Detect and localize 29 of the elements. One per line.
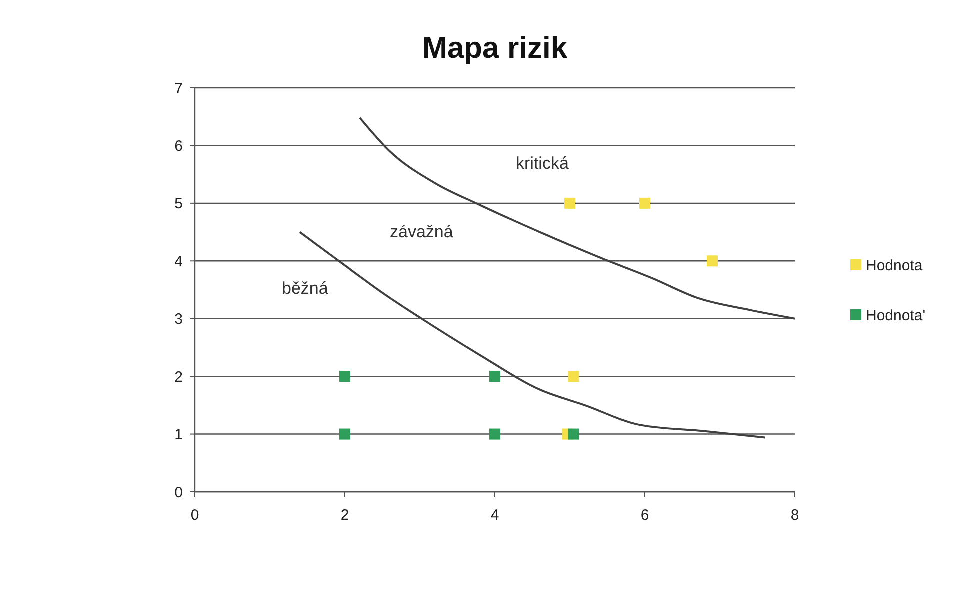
- y-tick-label: 7: [174, 80, 183, 98]
- point: [640, 198, 650, 209]
- x-tick-label: 8: [790, 507, 800, 524]
- legend-label: Hodnota: [866, 257, 924, 274]
- y-tick-label: 5: [174, 196, 183, 213]
- x-tick-label: 4: [490, 507, 500, 524]
- point: [490, 371, 500, 382]
- y-tick-label: 1: [174, 426, 183, 444]
- chart-title: Mapa rizik: [422, 32, 568, 65]
- y-tick-label: 0: [174, 484, 183, 502]
- annotation: kritická: [516, 154, 570, 173]
- point: [490, 428, 500, 440]
- y-tick-label: 3: [174, 311, 183, 328]
- point: [707, 256, 718, 267]
- x-tick-label: 0: [190, 507, 200, 524]
- legend-label: Hodnota': [866, 307, 926, 324]
- x-tick-label: 6: [640, 507, 650, 524]
- point: [340, 428, 350, 440]
- y-tick-label: 2: [174, 368, 183, 386]
- point: [564, 198, 576, 209]
- point: [340, 371, 350, 382]
- point: [568, 371, 580, 382]
- y-tick-label: 6: [174, 138, 183, 155]
- annotation: závažná: [390, 222, 454, 242]
- x-tick-label: 2: [340, 507, 350, 524]
- y-tick-label: 4: [174, 253, 183, 270]
- annotation: běžná: [282, 279, 329, 298]
- line-series: [359, 117, 796, 320]
- point: [568, 428, 580, 440]
